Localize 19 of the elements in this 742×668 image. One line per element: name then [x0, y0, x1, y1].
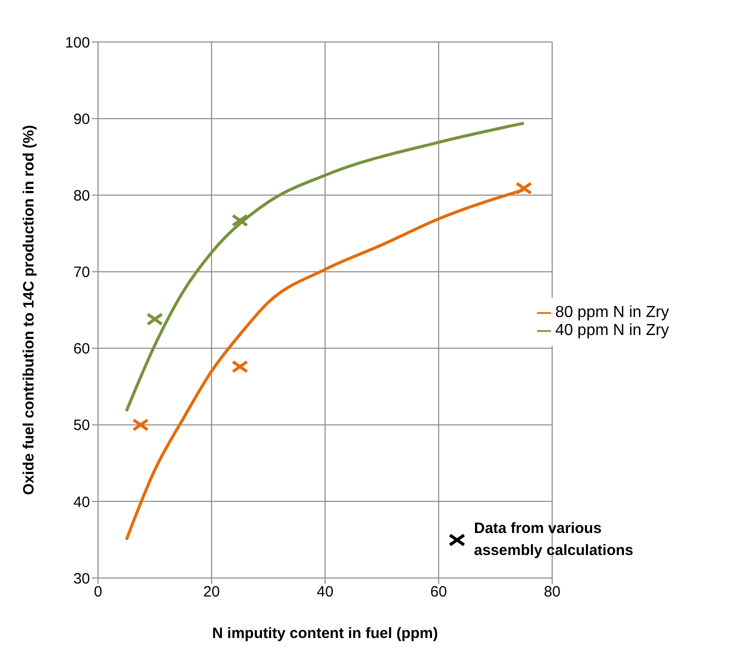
legend-label: 40 ppm N in Zry [555, 322, 669, 339]
x-tick-label: 20 [203, 584, 220, 601]
x-tick-label: 60 [430, 584, 447, 601]
y-tick-label: 40 [73, 494, 90, 511]
y-tick-label: 50 [73, 417, 90, 434]
y-tick-label: 30 [73, 570, 90, 588]
y-axis-title: Oxide fuel contribution to 14C production in rod (%) [20, 125, 38, 495]
y-tick-label: 70 [73, 264, 90, 282]
x-tick-label: 0 [94, 584, 102, 601]
y-tick-label: 100 [64, 34, 90, 52]
x-axis-title: N imputity content in fuel (ppm) [212, 625, 438, 642]
line-series [124, 122, 526, 413]
annotation: Data from various assembly calculations [474, 519, 634, 561]
y-tick-label: 80 [73, 187, 90, 204]
x-tick-label: 40 [316, 584, 334, 601]
x-tick-label: 80 [544, 584, 561, 601]
legend-label: 80 ppm N in Zry [555, 304, 669, 321]
y-tick-label: 60 [73, 340, 90, 358]
y-tick-label: 90 [73, 110, 90, 128]
